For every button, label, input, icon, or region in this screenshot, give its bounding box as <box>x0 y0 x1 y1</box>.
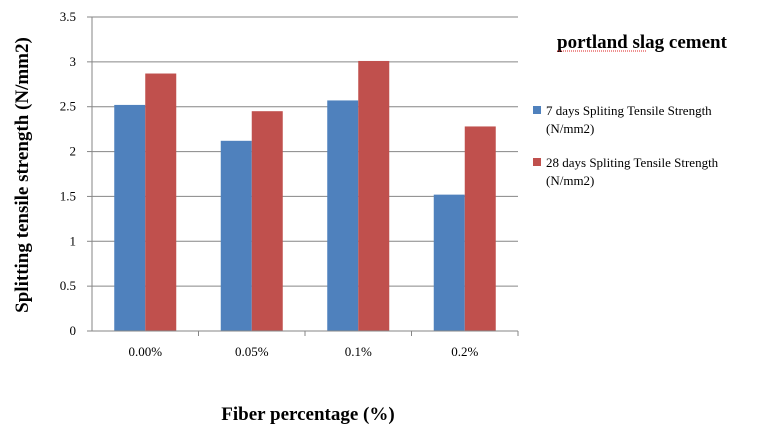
bar-7-days-1 <box>220 140 252 331</box>
bar-28-days-3 <box>464 126 496 331</box>
y-tick-label: 0.5 <box>60 278 76 293</box>
y-tick-label: 0 <box>70 323 77 338</box>
bar-28-days-1 <box>251 111 283 331</box>
y-tick-label: 1.5 <box>60 188 76 203</box>
y-axis-label: Splitting tensile strength (N/mm2) <box>12 37 33 313</box>
legend-label-28-days: 28 days Spliting Tensile Strength <box>546 155 719 170</box>
bar-7-days-2 <box>327 100 359 331</box>
x-tick-label: 0.2% <box>451 344 478 359</box>
y-tick-label: 3.5 <box>60 9 76 24</box>
bar-28-days-2 <box>358 60 390 332</box>
bar-28-days-0 <box>145 73 177 332</box>
legend-swatch-28-days <box>533 158 541 166</box>
y-tick-label: 1 <box>70 233 77 248</box>
legend-label-7-days: 7 days Spliting Tensile Strength <box>546 103 712 118</box>
x-tick-label: 0.05% <box>235 344 269 359</box>
legend-swatch-7-days <box>533 106 541 114</box>
y-tick-labels: 0 0.5 1 1.5 2 2.5 3 3.5 <box>60 9 92 338</box>
y-tick-label: 3 <box>70 54 77 69</box>
chart-title: portland slag cement <box>557 32 728 53</box>
x-tick-labels: 0.00% 0.05% 0.1% 0.2% <box>128 331 519 359</box>
y-tick-label: 2 <box>70 144 77 159</box>
x-axis-label: Fiber percentage (%) <box>221 404 394 425</box>
legend-label-7-days-unit: (N/mm2) <box>546 121 594 136</box>
bars <box>114 60 496 332</box>
bar-7-days-0 <box>114 104 146 331</box>
legend-label-28-days-unit: (N/mm2) <box>546 173 594 188</box>
x-tick-label: 0.00% <box>128 344 162 359</box>
x-tick-label: 0.1% <box>345 344 372 359</box>
bar-7-days-3 <box>433 194 465 331</box>
y-tick-label: 2.5 <box>60 99 76 114</box>
legend: 7 days Spliting Tensile Strength (N/mm2)… <box>533 103 719 188</box>
